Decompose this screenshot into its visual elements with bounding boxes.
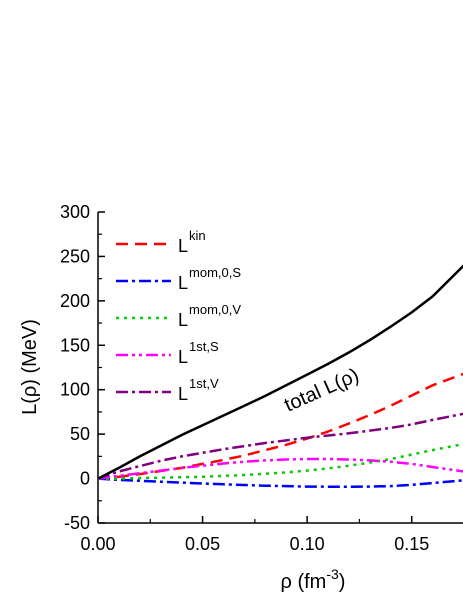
series-layer [98,264,463,488]
y-tick-label: 200 [60,291,90,311]
x-tick-label: 0.15 [394,534,429,554]
x-tick-label: 0.00 [80,534,115,554]
x-axis-title: ρ (fm-3) [281,566,346,593]
legend: Lkin Lmom,0,S Lmom,0,V L1st,S L1st,V [116,228,241,404]
y-tick-label: -50 [64,513,90,533]
legend-label-4: L1st,V [178,376,219,404]
y-tick-label: 100 [60,380,90,400]
y-tick-label: 0 [80,469,90,489]
x-tick-label: 0.05 [185,534,220,554]
y-axis-title: L(ρ) (MeV) [19,319,41,415]
legend-label-0: Lkin [178,228,206,256]
y-tick-label: 250 [60,246,90,266]
x-axis-title-close: ) [339,571,346,593]
y-tick-label: 300 [60,202,90,222]
axes: -50 0 50 100 150 200 250 300 0.00 0.05 0.10 0.15 [60,202,463,554]
series-line-1 [98,477,463,488]
series-line-2 [98,442,463,480]
legend-label-1: Lmom,0,S [178,265,241,293]
x-tick-label: 0.10 [290,534,325,554]
x-axis-title-sup: -3 [326,566,339,582]
total-annotation: total L(ρ) [281,364,362,416]
x-axis-title-main: ρ (fm [281,571,327,593]
y-tick-label: 150 [60,335,90,355]
legend-label-3: L1st,S [178,339,219,367]
legend-label-2: Lmom,0,V [178,302,241,330]
series-line-4 [98,412,463,480]
series-line-0 [98,372,463,480]
y-tick-label: 50 [70,424,90,444]
series-line-5 [98,264,463,480]
